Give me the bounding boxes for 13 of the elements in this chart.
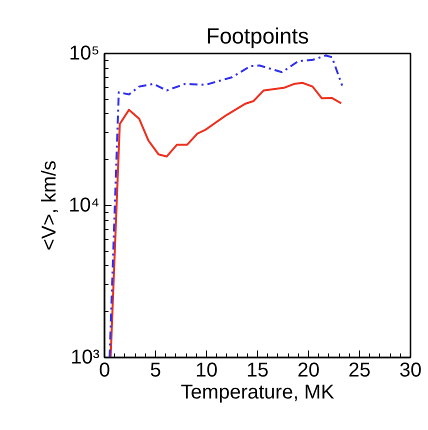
x-axis-title: Temperature, MK: [180, 382, 335, 404]
y-axis-title: <V>, km/s: [38, 160, 61, 251]
x-tick-label: 15: [246, 360, 269, 382]
y-tick-label: 10⁴: [68, 194, 100, 216]
x-tick-label: 20: [297, 360, 320, 382]
x-tick-label: 30: [399, 360, 422, 382]
chart-title: Footpoints: [206, 24, 309, 48]
y-tick-label: 10³: [70, 346, 100, 368]
x-tick-label: 10: [195, 360, 218, 382]
x-tick-label: 0: [98, 360, 110, 382]
x-tick-label: 5: [150, 360, 162, 382]
x-tick-label: 25: [348, 360, 371, 382]
y-tick-label: 10⁵: [68, 42, 100, 64]
